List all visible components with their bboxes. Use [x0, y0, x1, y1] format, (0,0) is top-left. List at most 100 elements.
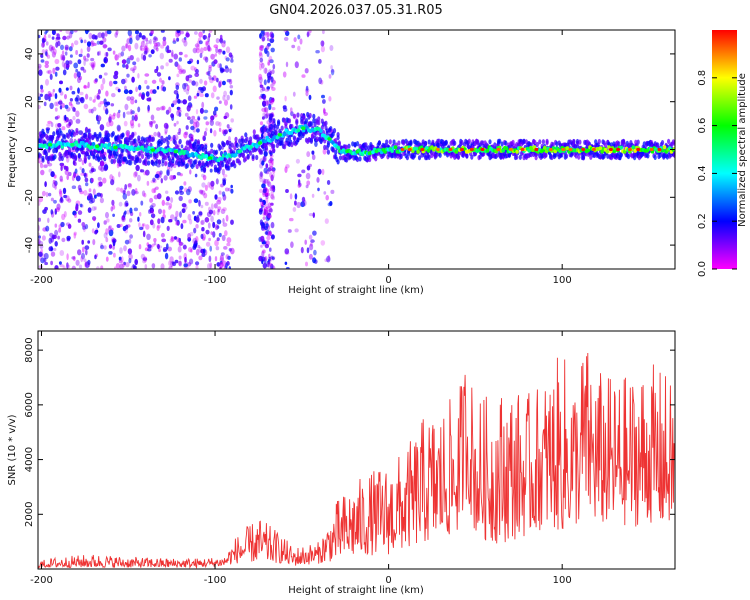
spectrogram-noise-cell: [92, 106, 97, 112]
spectrogram-noise-cell: [77, 249, 82, 256]
spectrogram-ridge-cell: [244, 156, 248, 162]
spectrogram-noise-cell: [224, 99, 228, 106]
spectrogram-noise-cell: [62, 187, 67, 195]
spectrogram-noise-cell: [70, 30, 74, 35]
spectrogram-noise-cell: [209, 262, 213, 269]
spectrogram-noise-cell: [110, 206, 114, 212]
spectrogram-peak-cell: [407, 147, 412, 152]
spectrogram-noise-cell: [177, 109, 182, 114]
spectrogram-ridge-cell: [95, 133, 100, 140]
spectrogram-ridge-cell: [46, 128, 50, 134]
spectrogram-noise-cell: [90, 57, 95, 62]
spectrogram-noise-cell: [71, 185, 77, 189]
spectrogram-noise-cell: [220, 208, 226, 214]
spectrogram-noise-cell: [151, 79, 157, 84]
spectrogram-noise-cell: [123, 211, 126, 218]
spectrogram-ridge-cell: [317, 116, 321, 122]
spectrogram-ridge-cell: [377, 140, 381, 146]
spectrogram-noise-cell: [258, 52, 263, 59]
spectrogram-noise-cell: [80, 66, 85, 71]
spectrogram-ridge-cell: [155, 153, 159, 159]
spectrogram-noise-cell: [212, 221, 216, 229]
spectrogram-noise-cell: [187, 116, 191, 120]
spectrogram-noise-cell: [61, 103, 65, 108]
spectrogram-noise-cell: [217, 63, 221, 69]
spectrogram-noise-cell: [318, 77, 323, 85]
spectrogram-noise-cell: [157, 218, 161, 225]
spectrogram-ridge-cell: [171, 158, 175, 164]
spectrogram-ridge-cell: [222, 142, 226, 148]
spectrogram-noise-cell: [222, 50, 226, 55]
spectrogram-ridge-cell: [190, 163, 194, 169]
spectrogram-ridge-cell: [277, 119, 281, 125]
spectrogram-noise-cell: [212, 231, 216, 238]
spectrogram-ridge-cell: [424, 140, 428, 147]
spectrogram-noise-cell: [124, 224, 129, 230]
spectrogram-noise-cell: [52, 88, 55, 93]
spectrogram-peak-cell: [70, 142, 75, 147]
spectrogram-noise-cell: [121, 256, 124, 263]
spectrogram-peak-cell: [534, 147, 539, 152]
spectrogram-noise-cell: [85, 261, 90, 269]
spectrogram-ridge-cell: [93, 131, 97, 138]
spectrogram-noise-cell: [178, 242, 184, 246]
spectrogram-noise-cell: [71, 175, 75, 182]
spectrogram-noise-cell: [170, 236, 174, 240]
spectrogram-noise-cell: [190, 65, 196, 71]
spectrogram-noise-cell: [201, 173, 205, 178]
spectrogram-noise-cell: [305, 172, 311, 180]
spectrogram-ridge-cell: [83, 133, 87, 140]
spectrogram-noise-cell: [226, 124, 230, 129]
spectrogram-noise-cell: [50, 209, 54, 215]
spectrogram-noise-cell: [263, 178, 267, 185]
spectrogram-noise-cell: [93, 79, 98, 84]
spectrogram-ridge-cell: [198, 146, 202, 152]
spectrogram-ridge-cell: [40, 138, 44, 144]
spectrogram-noise-cell: [230, 188, 234, 194]
spectrogram-noise-cell: [166, 49, 170, 54]
spectrogram-noise-cell: [195, 248, 200, 256]
spectrogram-noise-cell: [194, 240, 198, 247]
spectrogram-noise-cell: [43, 252, 49, 260]
spectrogram-noise-cell: [184, 131, 189, 136]
spectrogram-noise-cell: [69, 98, 73, 102]
spectrogram-noise-cell: [189, 218, 193, 225]
spectrogram-noise-cell: [200, 204, 204, 209]
spectrogram-noise-cell: [205, 40, 209, 46]
spectrogram-noise-cell: [94, 95, 97, 101]
spectrogram-noise-cell: [130, 123, 135, 129]
spectrogram-noise-cell: [168, 265, 173, 269]
spectrogram-noise-cell: [226, 94, 230, 101]
spectrogram-noise-cell: [321, 94, 325, 99]
spectrogram-noise-cell: [157, 244, 160, 250]
spectrogram-noise-cell: [269, 171, 273, 178]
spectrogram-noise-cell: [91, 228, 95, 234]
spectrogram-noise-cell: [144, 79, 148, 85]
spectrogram-noise-cell: [230, 118, 234, 123]
spectrogram-noise-cell: [261, 87, 266, 92]
spectrogram-noise-cell: [294, 228, 299, 233]
spectrogram-noise-cell: [83, 173, 87, 177]
spectrogram-noise-cell: [41, 42, 45, 48]
spectrogram-noise-cell: [135, 30, 139, 35]
spectrogram-noise-cell: [284, 166, 288, 173]
spectrogram-noise-cell: [150, 49, 155, 55]
spectrogram-noise-cell: [229, 104, 233, 110]
spectrogram-noise-cell: [195, 109, 199, 115]
spectrogram-noise-cell: [265, 197, 269, 204]
spectrogram-noise-cell: [271, 69, 275, 75]
spectrogram-noise-cell: [54, 101, 58, 107]
spectrogram-ridge-cell: [500, 141, 504, 147]
spectrogram-ridge-cell: [185, 140, 189, 146]
spectrogram-noise-cell: [149, 32, 153, 37]
spectrogram-noise-cell: [134, 258, 138, 266]
spectrogram-noise-cell: [329, 201, 333, 206]
spectrogram-ridge-cell: [112, 158, 117, 164]
spectrogram-ridge-cell: [658, 152, 662, 158]
spectrogram-peak-cell: [649, 147, 654, 152]
spectrogram-noise-cell: [84, 224, 89, 230]
spectrogram-noise-cell: [183, 40, 188, 47]
spectrogram-noise-cell: [228, 128, 232, 133]
spectrogram-core-cell: [98, 146, 103, 151]
spectrogram-ridge-cell: [355, 141, 360, 147]
